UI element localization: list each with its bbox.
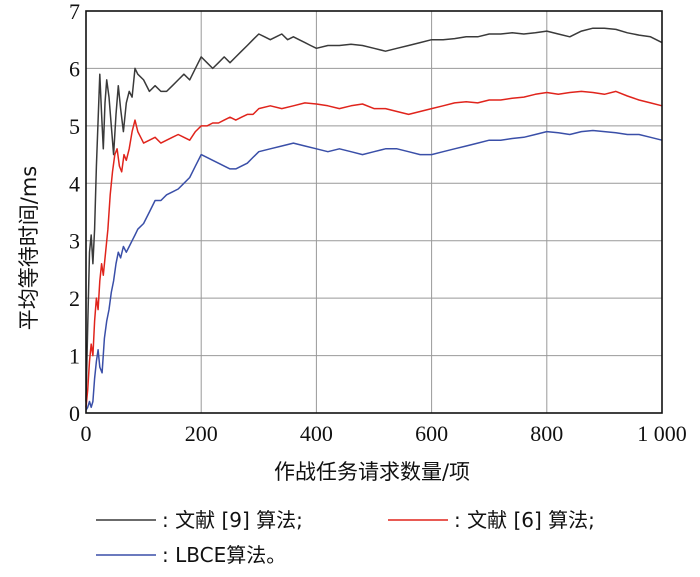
legend-label: : 文献 [9] 算法; bbox=[162, 508, 303, 532]
x-axis-title: 作战任务请求数量/项 bbox=[274, 460, 470, 484]
grid bbox=[86, 11, 662, 413]
y-tick-label: 7 bbox=[69, 0, 80, 24]
tick-labels: 0 200 400 600 800 1 000 0 1 2 3 4 5 6 7 bbox=[69, 0, 687, 446]
legend-label: : LBCE算法。 bbox=[162, 543, 286, 567]
x-tick-label: 0 bbox=[81, 421, 92, 446]
x-tick-label: 800 bbox=[530, 421, 563, 446]
x-tick-label: 400 bbox=[300, 421, 333, 446]
y-tick-label: 1 bbox=[69, 344, 80, 369]
series-line-2 bbox=[85, 90, 663, 408]
x-tick-label: 600 bbox=[415, 421, 448, 446]
y-tick-label: 5 bbox=[69, 114, 80, 139]
legend: : 文献 [9] 算法; : 文献 [6] 算法; : LBCE算法。 bbox=[96, 508, 595, 567]
y-axis-title: 平均等待时间/ms bbox=[17, 166, 41, 330]
y-tick-label: 6 bbox=[69, 56, 80, 81]
y-tick-label: 0 bbox=[69, 401, 80, 426]
plot-frame bbox=[85, 10, 663, 414]
legend-label: : 文献 [6] 算法; bbox=[454, 508, 595, 532]
series-line-1 bbox=[85, 27, 663, 402]
y-tick-label: 2 bbox=[69, 286, 80, 311]
y-tick-label: 3 bbox=[69, 229, 80, 254]
x-tick-label: 1 000 bbox=[637, 421, 687, 446]
series-lines bbox=[85, 27, 663, 411]
x-tick-label: 200 bbox=[185, 421, 218, 446]
y-tick-label: 4 bbox=[69, 171, 80, 196]
series-line-3 bbox=[85, 129, 663, 411]
